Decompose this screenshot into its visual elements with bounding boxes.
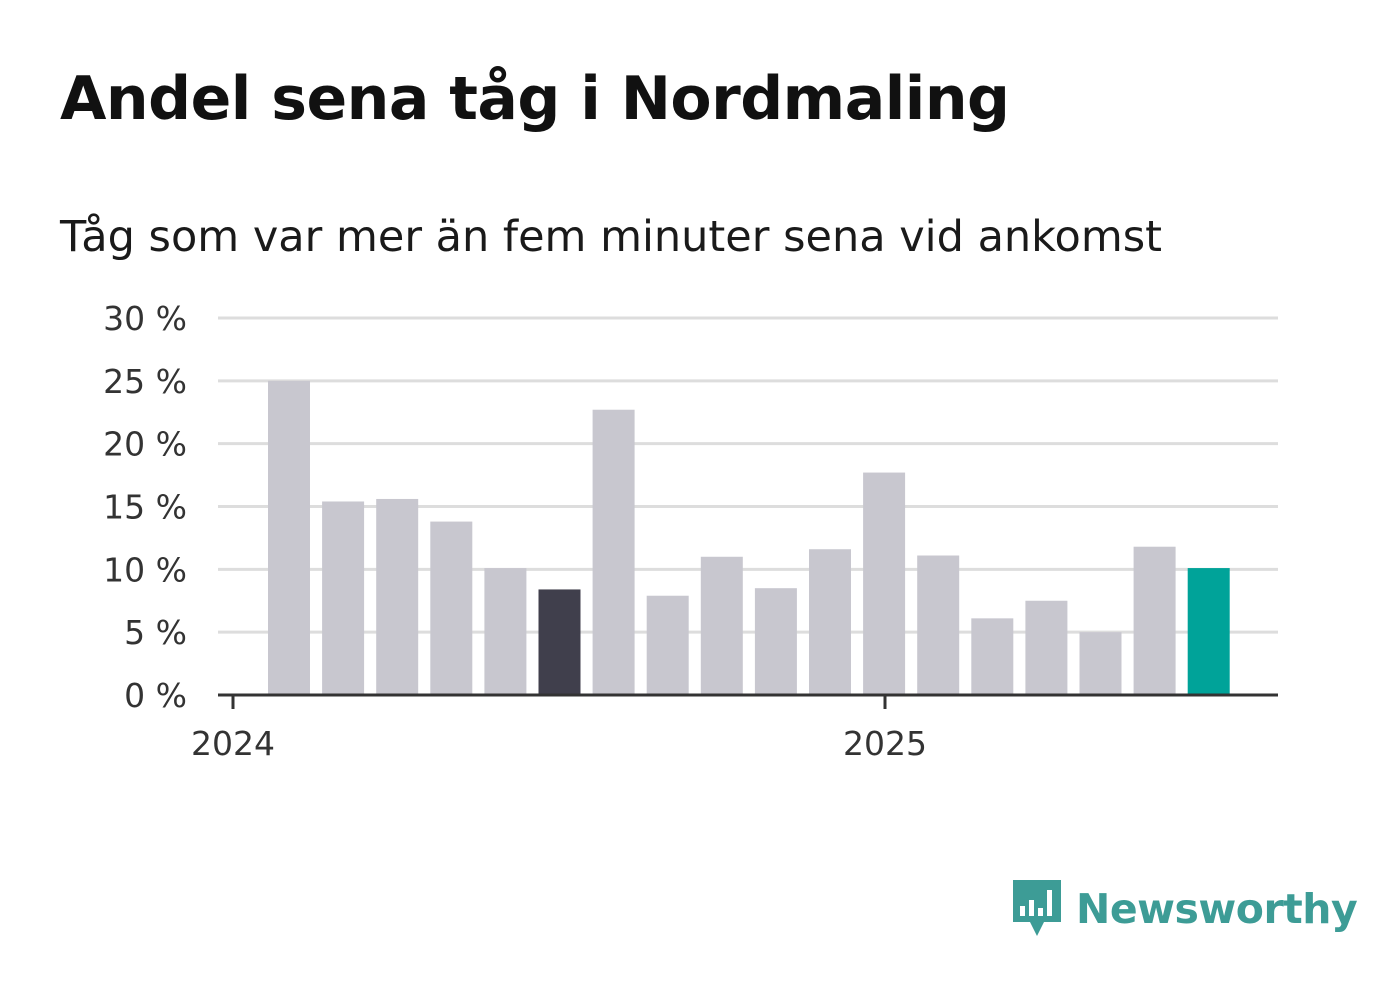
bar: [430, 521, 473, 695]
bar: [592, 409, 635, 695]
bar: [1133, 546, 1176, 695]
y-tick-label: 15 %: [103, 488, 187, 527]
bar: [809, 549, 851, 695]
bar: [700, 556, 743, 695]
chart-subtitle: Tåg som var mer än fem minuter sena vid …: [60, 212, 1163, 262]
bar: [484, 568, 527, 695]
y-tick-label: 20 %: [103, 425, 187, 464]
axes: 0 % 5 % 10 % 15 % 20 % 25 % 30 % 2024 2025: [103, 299, 1278, 763]
y-tick-label: 25 %: [103, 362, 187, 401]
x-tick-label: 2024: [191, 724, 275, 763]
bar: [917, 555, 960, 695]
chart-title: Andel sena tåg i Nordmaling: [60, 64, 1010, 134]
bar: [754, 588, 797, 695]
bar: [376, 498, 419, 695]
bar: [1187, 568, 1230, 695]
bar: [1079, 632, 1122, 695]
y-tick-label: 0 %: [124, 676, 187, 715]
bar: [322, 501, 365, 695]
y-tick-label: 30 %: [103, 299, 187, 338]
brand-logo: Newsworthy: [1010, 878, 1358, 940]
bar: [971, 618, 1014, 695]
brand-name: Newsworthy: [1076, 885, 1358, 933]
bar: [1025, 600, 1068, 695]
bar: [646, 595, 689, 695]
bar: [863, 472, 906, 695]
x-tick-label: 2025: [843, 724, 927, 763]
y-tick-label: 10 %: [103, 550, 187, 589]
y-tick-label: 5 %: [124, 613, 187, 652]
bar: [538, 589, 581, 695]
bar-chart-speech-bubble-icon: [1013, 880, 1061, 936]
bar: [268, 380, 310, 695]
bars: [268, 380, 1230, 695]
